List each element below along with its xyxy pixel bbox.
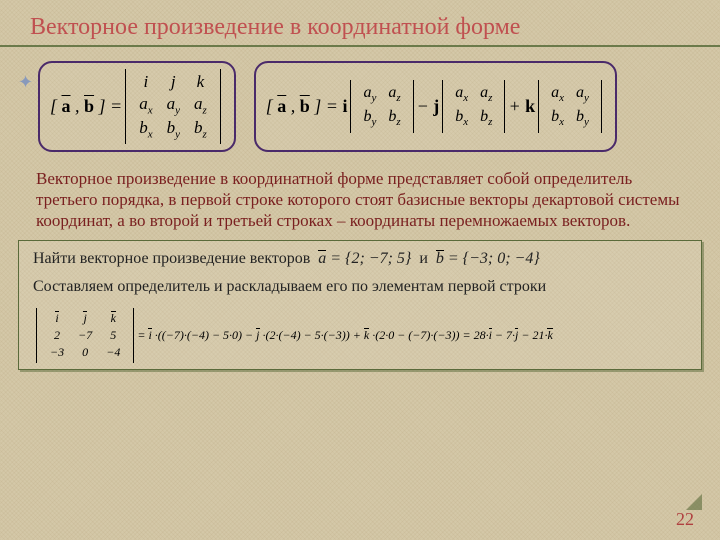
calculation: ijk 2−75 −30−4 = i ·((−7)·(−4) − 5·0) − …	[33, 308, 687, 363]
page-title: Векторное произведение в координатной фо…	[0, 0, 720, 47]
task-statement: Найти векторное произведение векторов a …	[33, 249, 687, 270]
formula-row: [ a , b ] = ijk axayaz bxbybz [ a , b ] …	[38, 61, 720, 152]
formula-expansion: [ a , b ] = i ayaz bybz − j axaz bxbz + …	[254, 61, 617, 152]
page-number: 22	[676, 509, 694, 530]
example-box: Найти векторное произведение векторов a …	[18, 240, 702, 371]
explanation-paragraph: Векторное произведение в координатной фо…	[36, 168, 684, 232]
page-corner-fold	[686, 494, 702, 510]
formula-det3: [ a , b ] = ijk axayaz bxbybz	[38, 61, 236, 152]
task-method: Составляем определитель и раскладываем е…	[33, 277, 687, 298]
anchor-mark: ✦	[18, 72, 33, 93]
